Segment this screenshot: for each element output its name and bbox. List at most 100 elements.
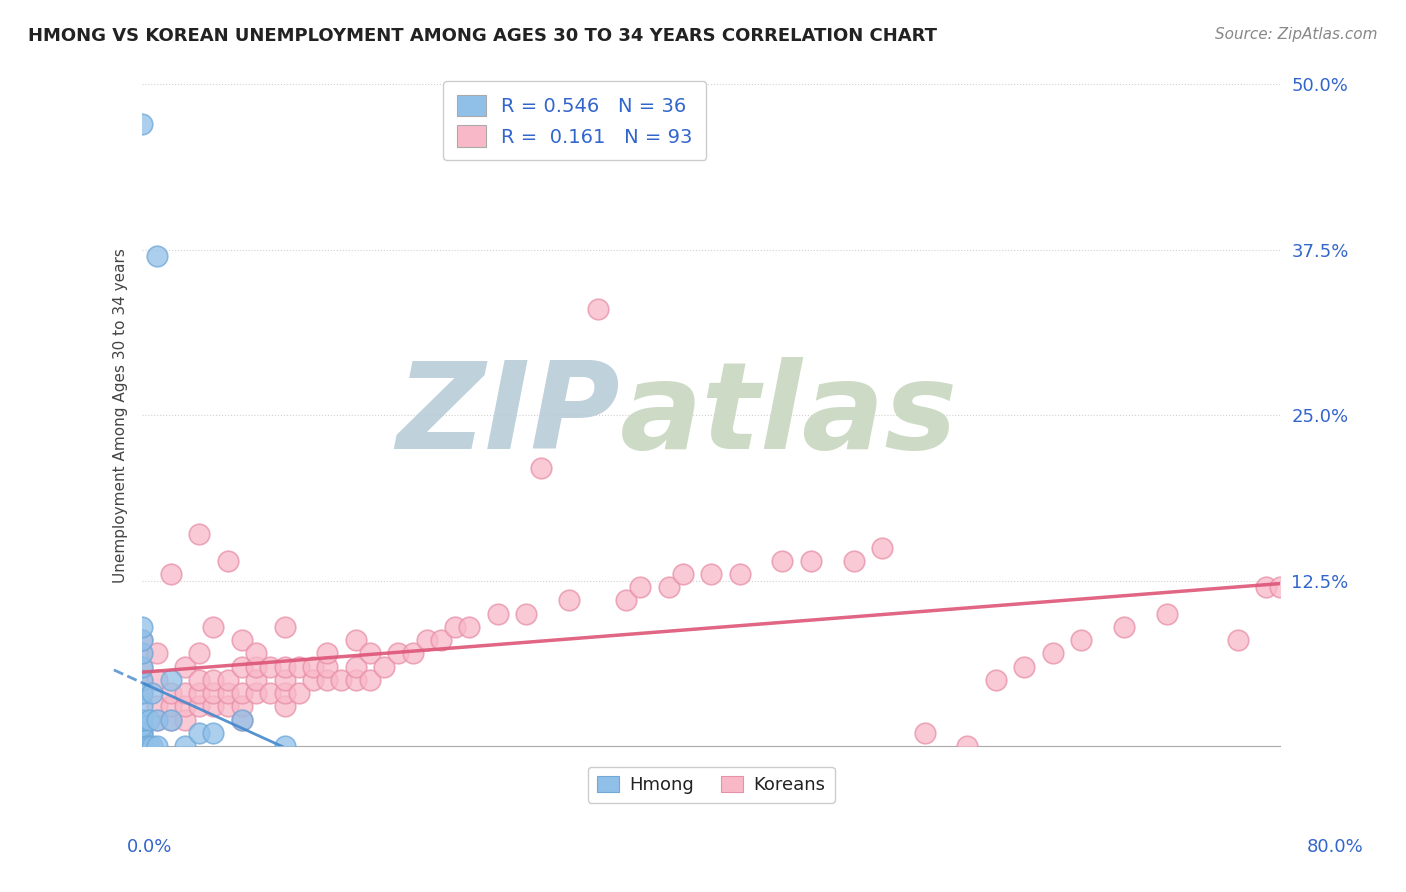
Point — [131, 725, 153, 739]
Point — [444, 620, 467, 634]
Point — [159, 673, 181, 687]
Point — [359, 646, 381, 660]
Point — [231, 686, 253, 700]
Point — [131, 739, 153, 753]
Point — [259, 686, 281, 700]
Point — [188, 673, 211, 687]
Point — [273, 686, 295, 700]
Point — [1070, 633, 1092, 648]
Point — [330, 673, 353, 687]
Point — [1014, 659, 1036, 673]
Point — [131, 739, 153, 753]
Point — [259, 659, 281, 673]
Point — [316, 673, 339, 687]
Point — [956, 739, 979, 753]
Point — [138, 739, 160, 753]
Point — [141, 739, 163, 753]
Point — [515, 607, 537, 621]
Point — [302, 659, 325, 673]
Point — [231, 659, 253, 673]
Legend: Hmong, Koreans: Hmong, Koreans — [588, 767, 835, 803]
Point — [131, 646, 153, 660]
Point — [316, 646, 339, 660]
Point — [273, 620, 295, 634]
Point — [416, 633, 439, 648]
Point — [728, 566, 751, 581]
Point — [174, 713, 197, 727]
Point — [131, 732, 153, 747]
Point — [586, 302, 609, 317]
Point — [245, 686, 267, 700]
Point — [131, 117, 153, 131]
Text: HMONG VS KOREAN UNEMPLOYMENT AMONG AGES 30 TO 34 YEARS CORRELATION CHART: HMONG VS KOREAN UNEMPLOYMENT AMONG AGES … — [28, 27, 938, 45]
Point — [174, 699, 197, 714]
Point — [1112, 620, 1135, 634]
Point — [174, 739, 197, 753]
Point — [174, 659, 197, 673]
Point — [131, 739, 153, 753]
Point — [188, 527, 211, 541]
Point — [145, 713, 167, 727]
Point — [1156, 607, 1178, 621]
Y-axis label: Unemployment Among Ages 30 to 34 years: Unemployment Among Ages 30 to 34 years — [114, 248, 128, 582]
Point — [159, 713, 181, 727]
Point — [188, 686, 211, 700]
Point — [842, 554, 865, 568]
Point — [373, 659, 395, 673]
Point — [245, 659, 267, 673]
Point — [1042, 646, 1064, 660]
Point — [202, 686, 225, 700]
Point — [202, 699, 225, 714]
Point — [231, 699, 253, 714]
Point — [273, 739, 295, 753]
Point — [131, 673, 153, 687]
Point — [430, 633, 453, 648]
Point — [231, 713, 253, 727]
Point — [131, 633, 153, 648]
Point — [1226, 633, 1249, 648]
Text: 0.0%: 0.0% — [127, 838, 172, 856]
Point — [145, 713, 167, 727]
Point — [273, 659, 295, 673]
Point — [202, 725, 225, 739]
Point — [131, 739, 153, 753]
Point — [700, 566, 723, 581]
Text: atlas: atlas — [620, 357, 959, 474]
Point — [131, 659, 153, 673]
Point — [984, 673, 1007, 687]
Point — [217, 699, 239, 714]
Point — [145, 249, 167, 263]
Point — [131, 646, 153, 660]
Point — [145, 673, 167, 687]
Point — [672, 566, 695, 581]
Point — [145, 646, 167, 660]
Point — [131, 719, 153, 733]
Point — [273, 699, 295, 714]
Point — [131, 725, 153, 739]
Point — [359, 673, 381, 687]
Point — [1256, 580, 1278, 594]
Point — [458, 620, 481, 634]
Text: ZIP: ZIP — [396, 357, 620, 474]
Point — [159, 713, 181, 727]
Point — [131, 739, 153, 753]
Point — [217, 686, 239, 700]
Point — [131, 713, 153, 727]
Point — [131, 633, 153, 648]
Point — [174, 686, 197, 700]
Point — [131, 739, 153, 753]
Point — [344, 633, 367, 648]
Point — [800, 554, 823, 568]
Point — [131, 713, 153, 727]
Point — [202, 620, 225, 634]
Point — [486, 607, 509, 621]
Point — [344, 659, 367, 673]
Point — [217, 554, 239, 568]
Point — [614, 593, 637, 607]
Point — [188, 699, 211, 714]
Point — [138, 713, 160, 727]
Text: 80.0%: 80.0% — [1308, 838, 1364, 856]
Point — [131, 686, 153, 700]
Point — [231, 633, 253, 648]
Point — [202, 673, 225, 687]
